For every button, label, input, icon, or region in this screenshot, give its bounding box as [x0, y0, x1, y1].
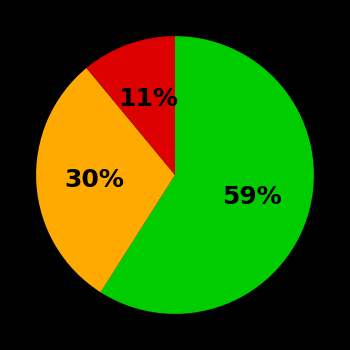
- Text: 11%: 11%: [118, 87, 178, 111]
- Text: 59%: 59%: [223, 186, 282, 209]
- Wedge shape: [100, 36, 314, 314]
- Wedge shape: [86, 36, 175, 175]
- Text: 30%: 30%: [65, 168, 125, 192]
- Wedge shape: [36, 68, 175, 292]
